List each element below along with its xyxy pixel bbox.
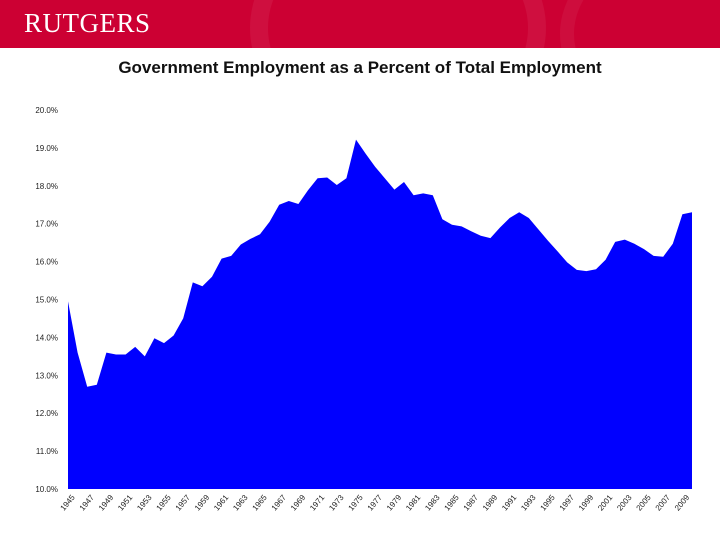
y-tick-label: 19.0%	[35, 144, 58, 153]
x-tick-label: 2005	[634, 493, 653, 513]
y-tick-label: 11.0%	[36, 447, 58, 456]
y-tick-label: 13.0%	[35, 371, 58, 380]
x-tick-label: 2007	[654, 493, 673, 513]
x-tick-label: 1989	[481, 493, 500, 513]
series-area	[68, 139, 692, 489]
y-tick-label: 16.0%	[35, 258, 58, 267]
y-tick-label: 18.0%	[35, 182, 58, 191]
x-tick-label: 2001	[596, 493, 615, 513]
x-tick-label: 1951	[116, 493, 135, 513]
x-tick-label: 1981	[404, 493, 423, 513]
x-tick-label: 1953	[135, 493, 154, 513]
x-tick-label: 1979	[385, 493, 404, 513]
y-axis-ticks: 10.0% 11.0% 12.0% 13.0% 14.0% 15.0% 16.0% 17.0%…	[35, 106, 58, 494]
x-tick-label: 1977	[366, 493, 385, 513]
y-tick-label: 12.0%	[35, 409, 58, 418]
x-tick-label: 1961	[212, 493, 231, 513]
x-tick-label: 1949	[97, 493, 116, 513]
x-tick-label: 1987	[462, 493, 481, 513]
x-tick-label: 1959	[193, 493, 212, 513]
x-tick-label: 2009	[673, 493, 692, 513]
x-tick-label: 1963	[231, 493, 250, 513]
x-tick-label: 1985	[442, 493, 461, 513]
x-tick-label: 1983	[423, 493, 442, 513]
x-tick-label: 2003	[615, 493, 634, 513]
x-tick-label: 1997	[558, 493, 577, 513]
x-tick-label: 1965	[250, 493, 269, 513]
x-tick-label: 1999	[577, 493, 596, 513]
x-tick-label: 1971	[308, 493, 327, 513]
x-tick-label: 1993	[519, 493, 538, 513]
x-tick-label: 1947	[78, 493, 97, 513]
x-tick-label: 1991	[500, 493, 519, 513]
y-tick-label: 17.0%	[35, 220, 58, 229]
y-tick-label: 10.0%	[35, 485, 58, 494]
chart-title: Government Employment as a Percent of To…	[118, 58, 602, 77]
x-tick-label: 1955	[154, 493, 173, 513]
x-tick-label: 1973	[327, 493, 346, 513]
rutgers-logo: RUTGERS	[24, 8, 151, 38]
seal-watermark	[250, 0, 546, 48]
x-tick-label: 1975	[346, 493, 365, 513]
x-tick-label: 1945	[58, 493, 77, 513]
x-tick-label: 1995	[538, 493, 557, 513]
y-tick-label: 15.0%	[35, 296, 58, 305]
y-tick-label: 20.0%	[35, 106, 58, 115]
x-tick-label: 1957	[174, 493, 193, 513]
x-tick-label: 1967	[270, 493, 289, 513]
x-axis-ticks: 1945 1947 1949 1951 1953 1955 1957 1959 1961 1963…	[58, 493, 691, 513]
x-tick-label: 1969	[289, 493, 308, 513]
seal-watermark-2	[560, 0, 720, 48]
y-tick-label: 14.0%	[35, 333, 58, 342]
header-banner: RUTGERS	[0, 0, 720, 48]
